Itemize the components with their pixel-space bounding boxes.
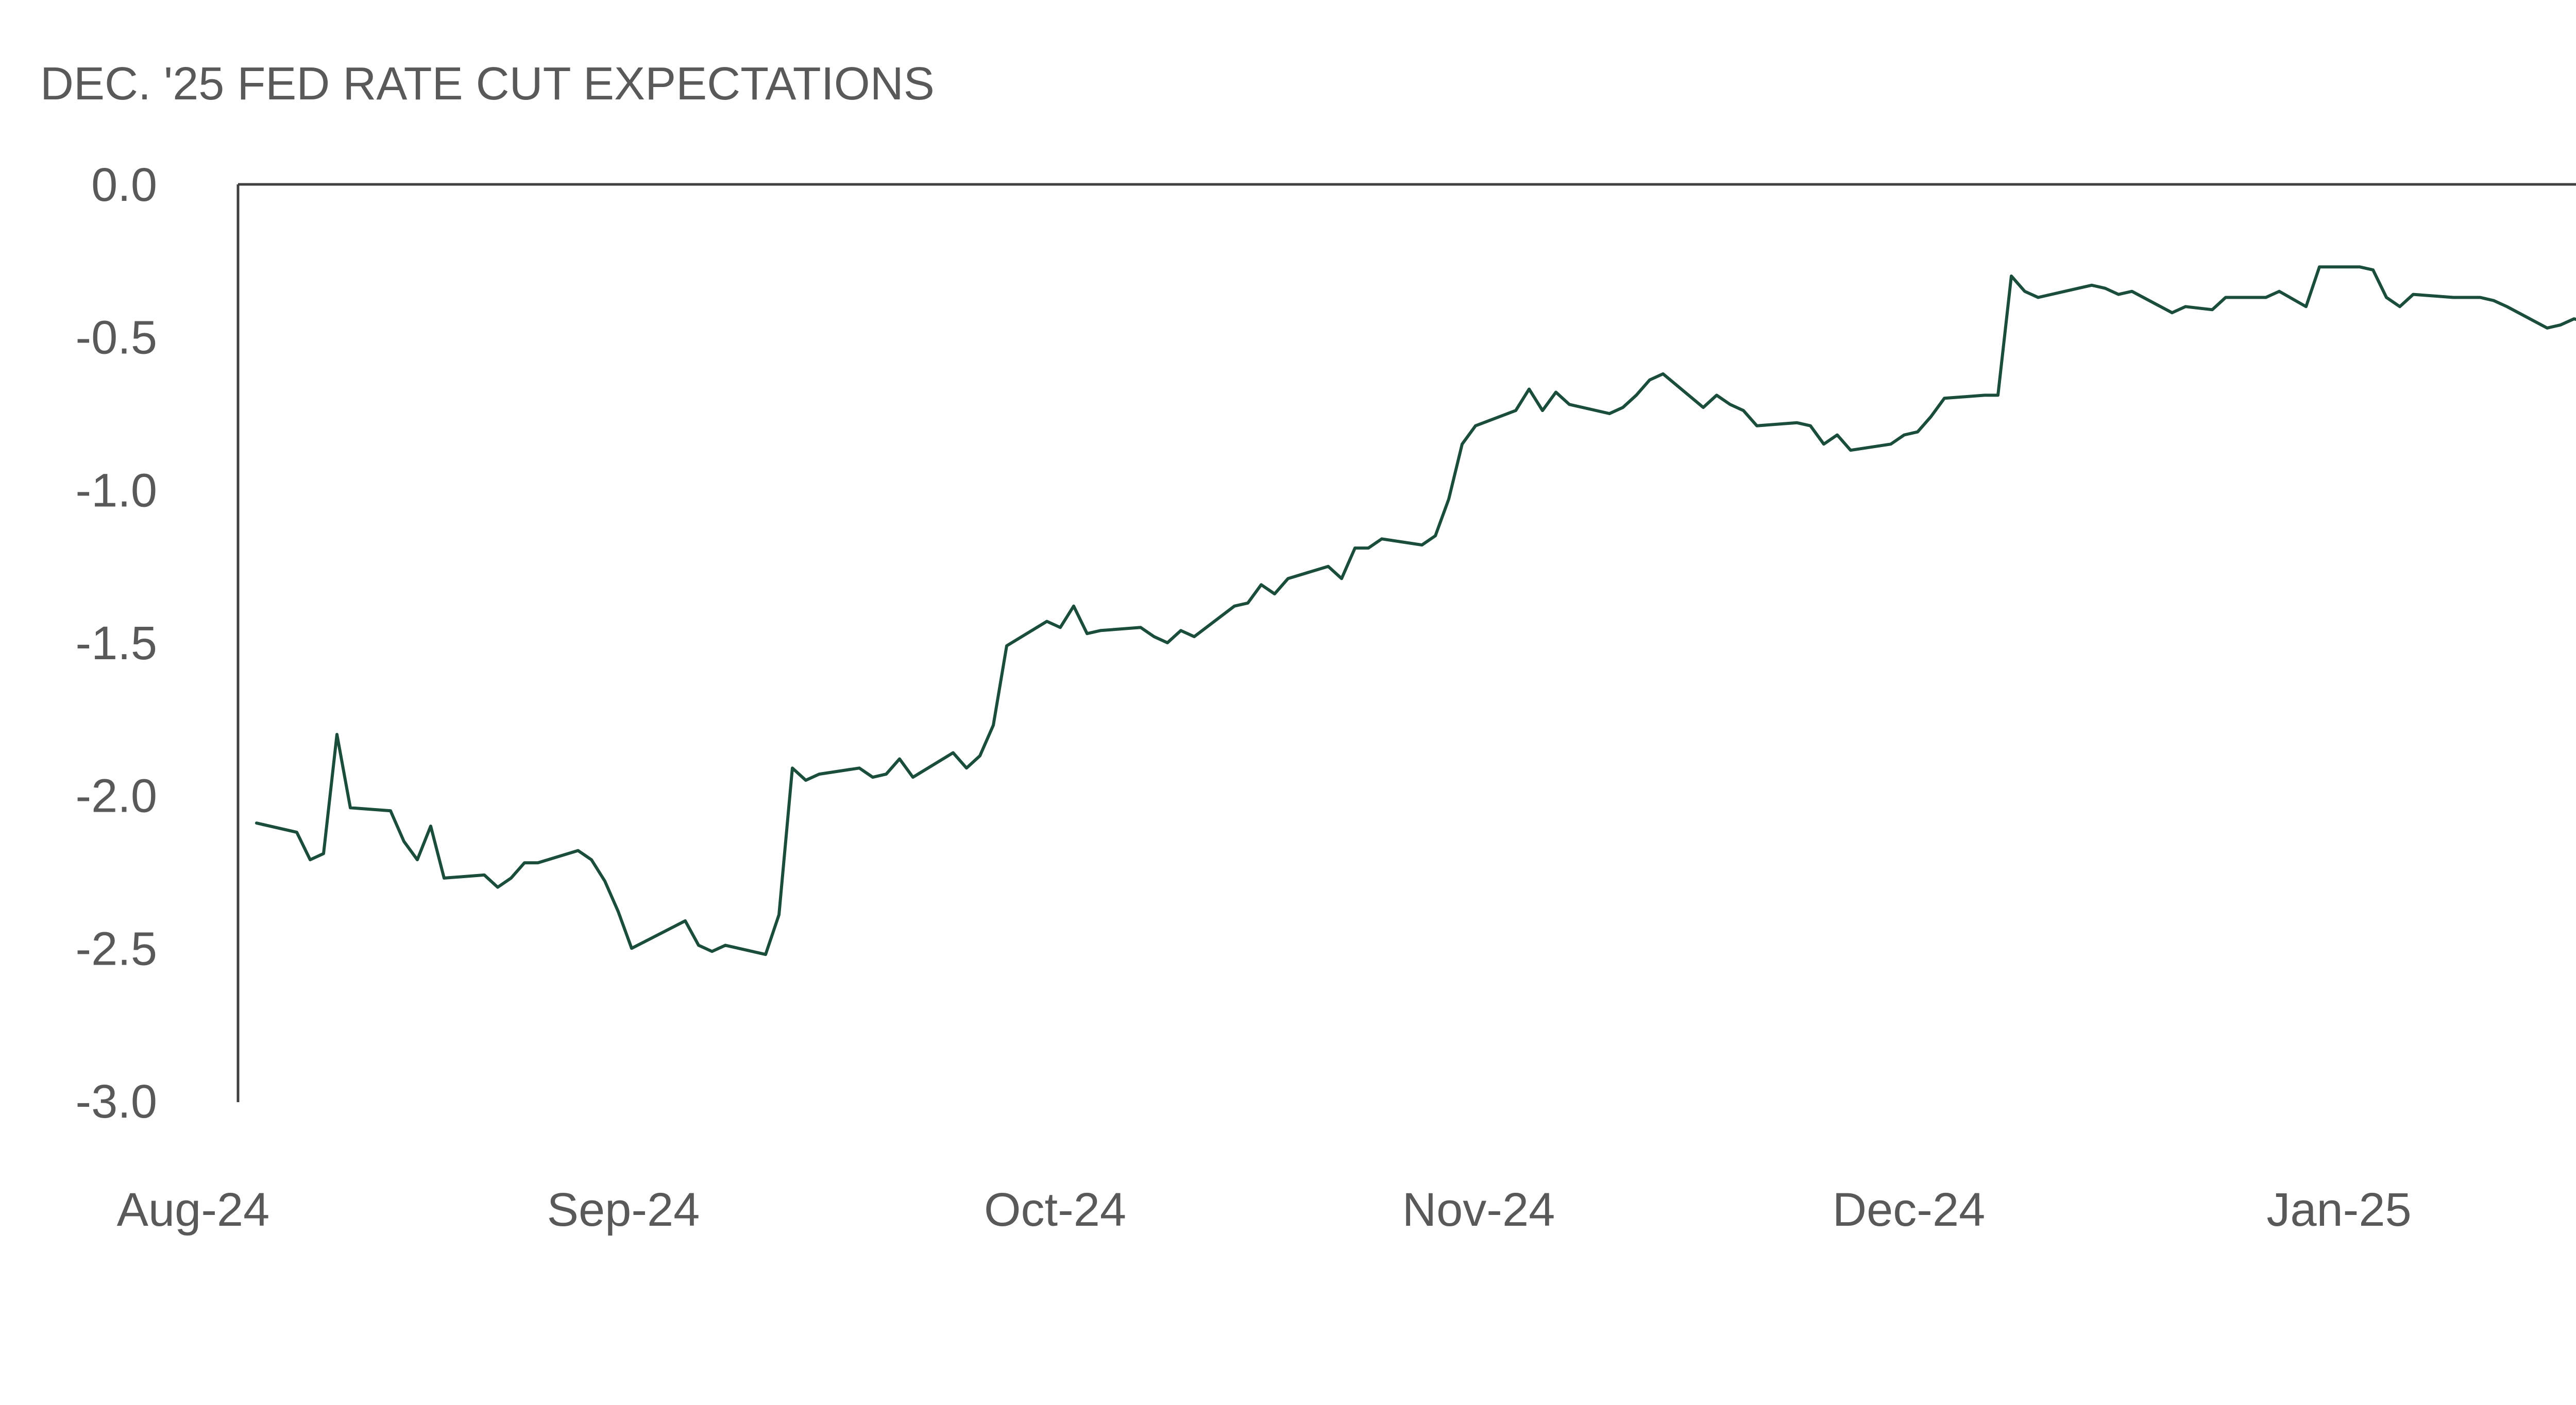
x-tick-label: Sep-24: [547, 1184, 700, 1236]
y-tick-label: -1.0: [75, 464, 157, 517]
y-axis-tick-labels: 0.0 -0.5 -1.0 -1.5 -2.0 -2.5 -3.0: [75, 159, 157, 1128]
axes: [236, 183, 2576, 1102]
y-tick-label: -0.5: [75, 312, 157, 364]
y-tick-label: -1.5: [75, 617, 157, 670]
series-line: [255, 265, 2576, 956]
x-tick-label: Dec-24: [1833, 1184, 1986, 1236]
x-tick-label: Jan-25: [2266, 1184, 2411, 1236]
x-axis-tick-labels: Aug-24 Sep-24 Oct-24 Nov-24 Dec-24 Jan-25: [117, 1184, 2412, 1236]
chart-title: DEC. '25 FED RATE CUT EXPECTATIONS: [40, 58, 935, 110]
y-tick-label: -2.0: [75, 770, 157, 823]
y-tick-label: 0.0: [91, 159, 157, 211]
x-tick-label: Nov-24: [1402, 1184, 1555, 1236]
series-group: [255, 265, 2576, 956]
x-tick-label: Aug-24: [117, 1184, 270, 1236]
y-tick-label: -3.0: [75, 1075, 157, 1128]
y-tick-label: -2.5: [75, 922, 157, 975]
x-tick-label: Oct-24: [984, 1184, 1126, 1236]
